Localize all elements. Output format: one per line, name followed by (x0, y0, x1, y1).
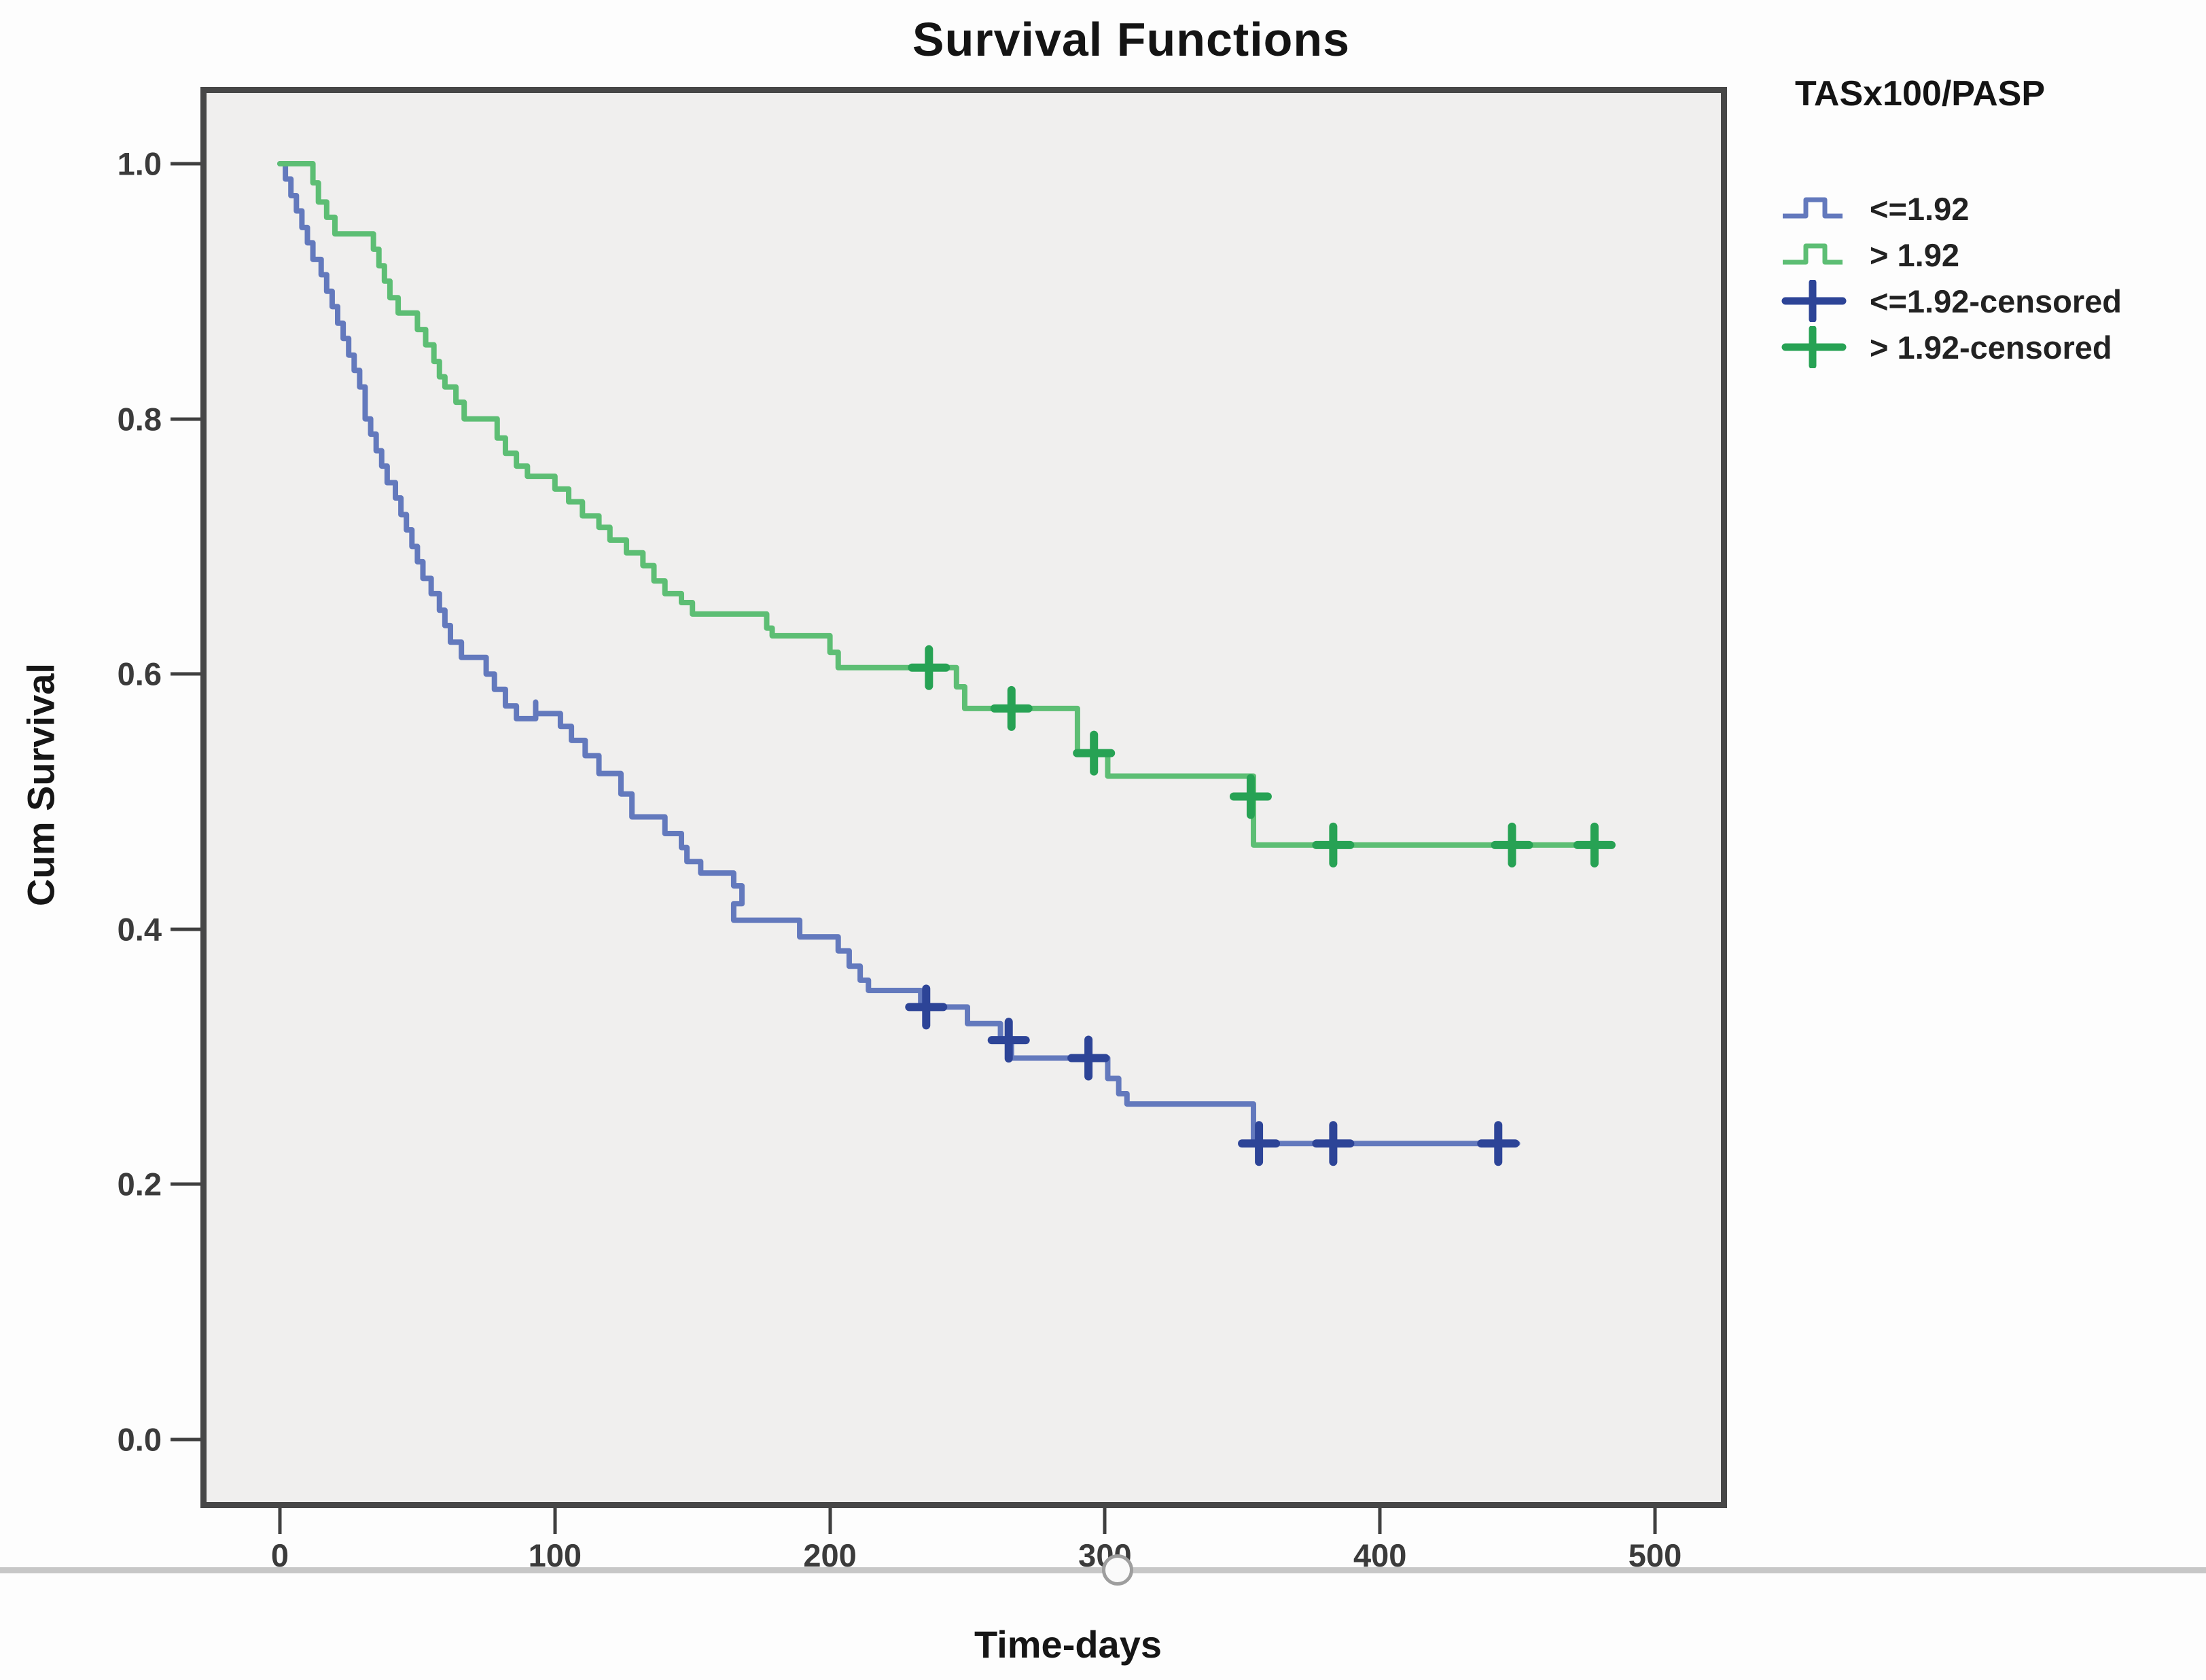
x-axis-label: Time-days (974, 1623, 1162, 1666)
legend-items: <=1.92 > 1.92 <=1.92-censored > 1.92-censor… (1780, 185, 2201, 370)
y-tick-mark (171, 927, 200, 931)
legend-item: > 1.92-censored (1780, 324, 2201, 370)
x-tick-mark (828, 1508, 832, 1534)
y-tick-mark (171, 1437, 200, 1442)
y-tick-label: 0.6 (117, 656, 162, 692)
legend: TASx100/PASP <=1.92 > 1.92 <=1.92-censored… (1780, 73, 2201, 370)
legend-title: TASx100/PASP (1795, 74, 2046, 113)
step-line-icon (1783, 197, 1843, 219)
x-tick-mark (1378, 1508, 1382, 1534)
y-axis-label: Cum Survival (19, 663, 63, 906)
y-tick-mark (171, 162, 200, 166)
y-tick-label: 0.4 (117, 911, 162, 948)
chart-title: Survival Functions (912, 13, 1351, 66)
plus-icon (1781, 326, 1847, 368)
legend-item: > 1.92 (1780, 232, 2201, 278)
y-tick-mark (171, 1182, 200, 1186)
y-tick-label: 0.0 (117, 1421, 162, 1458)
legend-item-label: <=1.92-censored (1870, 283, 2122, 319)
step-line-icon (1783, 243, 1843, 265)
scrollbar-thumb-icon[interactable] (1102, 1554, 1133, 1586)
legend-item-label: > 1.92 (1870, 236, 1959, 273)
x-tick-mark (1103, 1508, 1107, 1534)
y-tick-mark (171, 417, 200, 421)
y-tick-label: 0.8 (117, 401, 162, 437)
legend-item: <=1.92 (1780, 185, 2201, 232)
y-tick-label: 1.0 (117, 145, 162, 182)
x-tick-mark (553, 1508, 557, 1534)
y-tick-label: 0.2 (117, 1166, 162, 1202)
plot-area (200, 87, 1727, 1508)
legend-item: <=1.92-censored (1780, 278, 2201, 324)
x-tick-mark (1653, 1508, 1657, 1534)
x-tick-mark (278, 1508, 282, 1534)
legend-item-label: > 1.92-censored (1870, 329, 2112, 365)
plus-icon (1781, 280, 1847, 322)
y-tick-mark (171, 672, 200, 676)
legend-item-label: <=1.92 (1870, 190, 1970, 227)
